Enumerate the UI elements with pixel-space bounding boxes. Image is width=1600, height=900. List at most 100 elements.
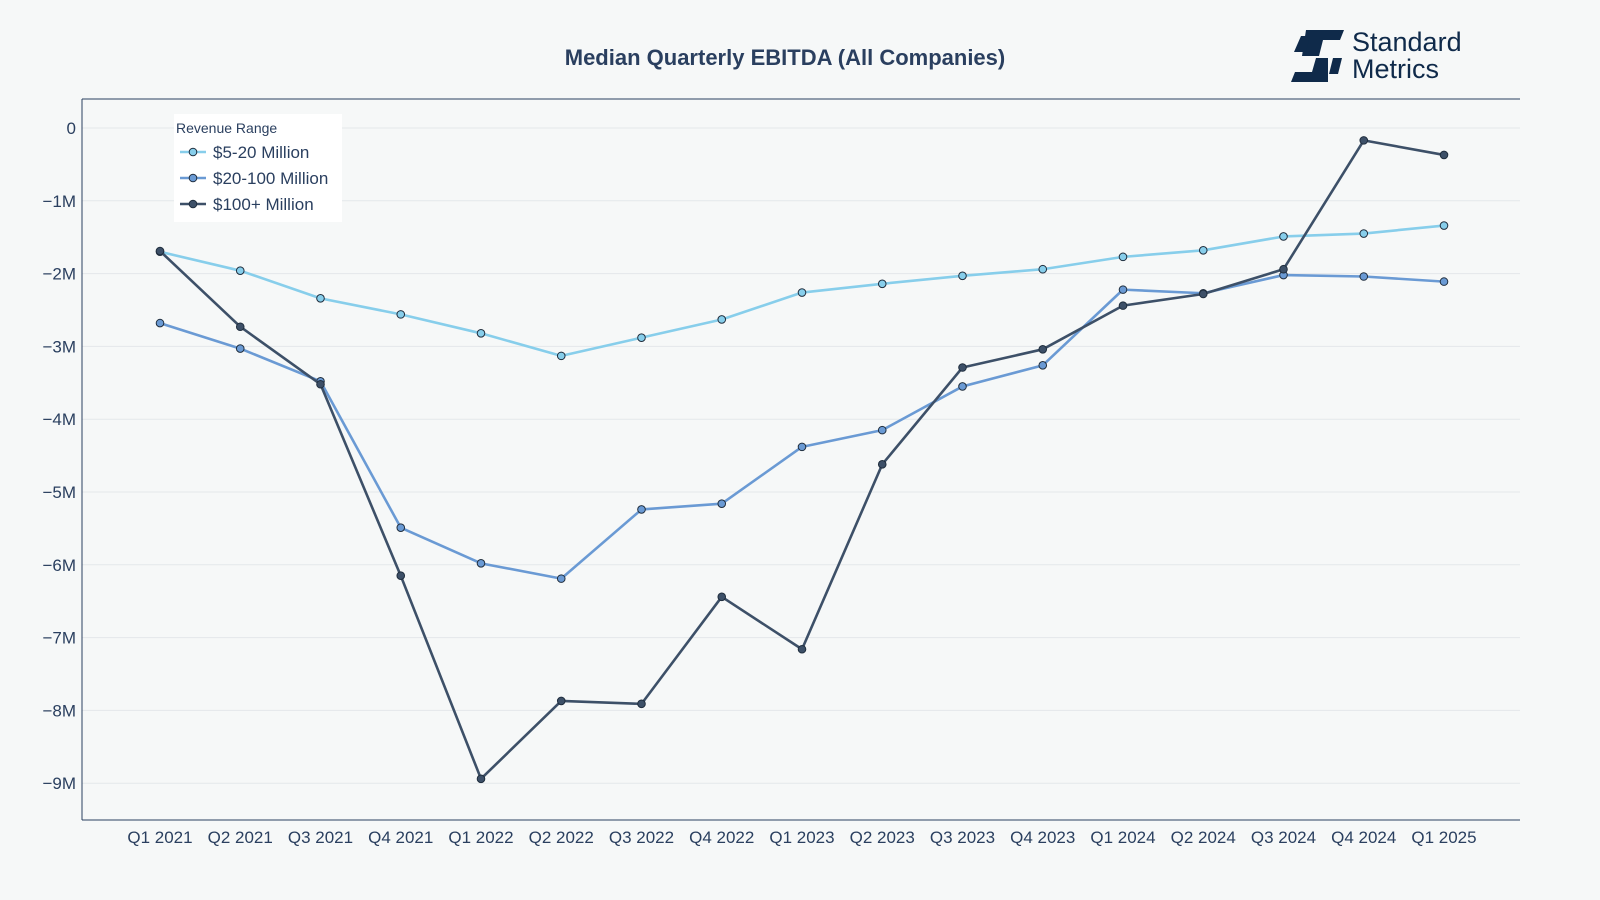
series-2 [155,270,1449,583]
y-tick-label: 0 [67,119,76,138]
legend-swatch-marker [188,173,198,183]
data-point[interactable] [556,351,566,361]
x-tick-label: Q3 2024 [1251,828,1316,847]
data-point[interactable] [637,505,646,514]
data-point[interactable] [396,523,406,532]
y-tick-label: −7M [42,629,76,648]
y-tick-label: −8M [42,701,76,720]
standard-metrics-logo: Standard Metrics [1290,28,1462,84]
data-point[interactable] [1038,361,1048,370]
legend-label: $20-100 Million [213,169,328,188]
y-tick-label: −6M [42,556,76,575]
y-tick-label: −9M [42,774,76,793]
data-point[interactable] [476,559,486,568]
grid [82,127,1520,784]
data-point[interactable] [1118,285,1128,294]
x-tick-label: Q1 2025 [1411,828,1476,847]
series-line [159,139,1445,781]
data-point[interactable] [797,288,807,297]
data-point[interactable] [155,246,165,256]
data-point[interactable] [235,344,245,353]
y-tick-label: −4M [42,410,76,429]
y-tick-label: −2M [42,265,76,284]
data-point[interactable] [1439,221,1449,230]
y-tick-label: −3M [42,337,76,356]
legend[interactable]: Revenue Range $5-20 Million $20-100 Milli… [174,114,342,222]
x-tick-label: Q3 2022 [609,828,674,847]
y-tick-label: −1M [42,192,76,211]
x-tick-label: Q4 2024 [1331,828,1396,847]
data-point[interactable] [1279,232,1288,241]
data-point[interactable] [1038,345,1048,354]
legend-swatch-marker [188,199,198,209]
data-point[interactable] [877,279,887,289]
data-point[interactable] [958,382,967,391]
x-tick-label: Q1 2024 [1090,828,1155,847]
x-tick-label: Q2 2023 [850,828,915,847]
data-point[interactable] [637,699,646,709]
data-point[interactable] [316,379,325,389]
data-point[interactable] [235,322,245,332]
data-point[interactable] [396,310,406,319]
series-line [159,273,1445,580]
data-point[interactable] [316,294,325,303]
data-point[interactable] [958,271,967,281]
legend-label: $100+ Million [213,195,314,214]
x-tick-label: Q1 2023 [769,828,834,847]
legend-label: $5-20 Million [213,143,309,162]
data-point[interactable] [1198,246,1208,255]
x-tick-label: Q3 2023 [930,828,995,847]
data-point[interactable] [155,318,165,328]
data-point[interactable] [476,328,486,338]
data-point[interactable] [1359,272,1369,281]
data-point[interactable] [1038,264,1048,274]
logo-line-2: Metrics [1352,54,1439,84]
series-1 [155,221,1449,361]
legend-item[interactable]: $20-100 Million [180,169,328,188]
legend-item[interactable]: $5-20 Million [180,143,309,162]
data-point[interactable] [1439,150,1449,160]
data-point[interactable] [1118,301,1128,310]
x-tick-label: Q2 2024 [1171,828,1236,847]
data-point[interactable] [637,333,646,342]
data-point[interactable] [235,266,245,275]
data-point[interactable] [1359,229,1369,238]
data-point[interactable] [1279,264,1288,274]
standard-metrics-logo-mark-icon [1291,30,1344,82]
legend-item[interactable]: $100+ Million [180,195,314,214]
data-point[interactable] [396,571,406,581]
logo-wordmark: Standard Metrics [1352,29,1462,83]
x-tick-label: Q2 2022 [529,828,594,847]
data-point[interactable] [717,499,727,508]
logo-line-1: Standard [1352,27,1462,57]
x-tick-label: Q4 2021 [368,828,433,847]
data-point[interactable] [958,363,967,372]
data-point[interactable] [717,315,727,324]
y-tick-label: −5M [42,483,76,502]
data-point[interactable] [717,592,727,602]
data-point[interactable] [476,774,486,784]
x-tick-label: Q2 2021 [208,828,273,847]
legend-title: Revenue Range [176,120,277,136]
data-point[interactable] [797,442,807,452]
chart-title: Median Quarterly EBITDA (All Companies) [565,45,1005,70]
data-point[interactable] [556,696,566,706]
x-tick-label: Q1 2022 [448,828,513,847]
data-point[interactable] [797,644,807,654]
legend-swatch-marker [188,147,198,157]
series-layer [155,136,1449,784]
data-point[interactable] [1198,289,1208,299]
data-point[interactable] [1118,252,1128,262]
data-point[interactable] [1439,277,1449,286]
data-point[interactable] [877,460,887,469]
x-tick-label: Q3 2021 [288,828,353,847]
axes: 0 −1M −2M −3M −4M −5M −6M −7M −8M −9M Q1 2021 Q2 20… [42,98,1520,847]
x-tick-label: Q4 2022 [689,828,754,847]
data-point[interactable] [877,425,887,435]
data-point[interactable] [556,574,566,583]
series-3 [155,136,1449,784]
x-tick-label: Q1 2021 [127,828,192,847]
data-point[interactable] [1359,136,1369,145]
x-tick-label: Q4 2023 [1010,828,1075,847]
